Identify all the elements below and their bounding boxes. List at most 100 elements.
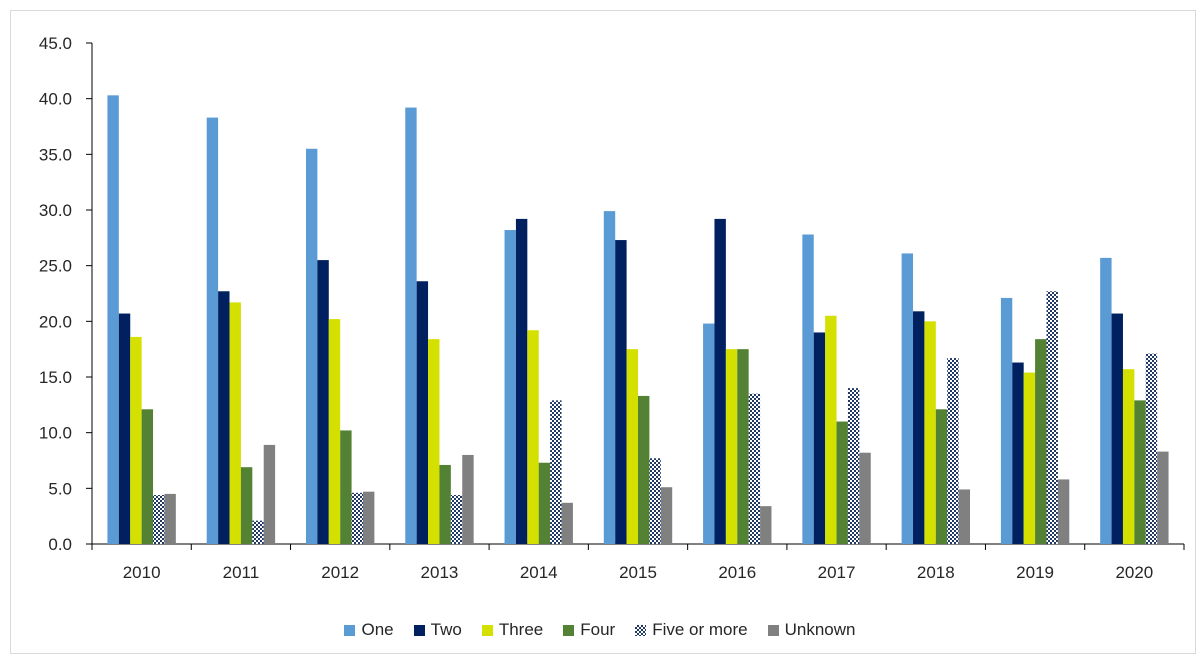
bar-four-2011 [240, 467, 253, 544]
bar-five-or-more-2017 [847, 388, 860, 544]
x-tick-label: 2017 [818, 563, 856, 582]
legend-label-three: Three [498, 620, 544, 639]
legend-swatch-five-or-more [635, 624, 647, 636]
bar-two-2010 [118, 313, 131, 544]
bars [107, 95, 1169, 545]
bar-two-2018 [913, 311, 925, 544]
x-tick-label: 2011 [223, 563, 260, 582]
bar-three-2016 [725, 349, 738, 544]
bar-unknown-2010 [164, 493, 176, 544]
bar-three-2020 [1122, 369, 1135, 544]
legend-label-one: One [361, 620, 394, 639]
x-tick-label: 2013 [421, 563, 459, 582]
x-tick-label: 2014 [520, 563, 558, 582]
legend-swatch-unknown [767, 624, 779, 636]
bar-five-or-more-2016 [748, 393, 761, 544]
bar-four-2014 [538, 462, 551, 544]
bar-three-2012 [328, 319, 341, 544]
bar-four-2018 [935, 409, 948, 544]
bar-one-2020 [1100, 257, 1112, 544]
bar-unknown-2012 [362, 491, 375, 544]
bar-two-2017 [813, 332, 826, 544]
legend-label-five-or-more: Five or more [652, 620, 748, 639]
bar-three-2013 [428, 339, 440, 544]
legend-item-one: One [344, 620, 394, 640]
bar-one-2012 [305, 148, 318, 544]
bar-unknown-2019 [1057, 479, 1070, 544]
bar-two-2015 [615, 240, 627, 544]
x-tick-label: 2010 [123, 563, 161, 582]
y-tick-label: 0.0 [48, 535, 72, 554]
x-tick-label: 2020 [1115, 563, 1153, 582]
bar-five-or-more-2010 [153, 495, 165, 544]
bar-five-or-more-2015 [649, 458, 661, 544]
bar-unknown-2020 [1157, 451, 1169, 544]
bar-two-2020 [1111, 313, 1123, 544]
x-tick-label: 2016 [718, 563, 756, 582]
bar-three-2018 [924, 321, 936, 544]
y-tick-label: 5.0 [48, 479, 72, 498]
legend-label-two: Two [430, 620, 462, 639]
bar-two-2014 [515, 218, 528, 544]
bar-unknown-2016 [760, 506, 772, 544]
bar-five-or-more-2019 [1046, 291, 1058, 544]
legend-item-three: Three [481, 620, 544, 640]
bar-five-or-more-2018 [947, 358, 959, 544]
y-tick-label: 15.0 [39, 368, 72, 387]
x-tick-label: 2012 [321, 563, 359, 582]
bar-one-2015 [603, 211, 616, 544]
bar-three-2010 [130, 336, 142, 544]
legend-swatch-one [344, 624, 356, 636]
legend-label-unknown: Unknown [784, 620, 856, 639]
bar-four-2019 [1035, 339, 1047, 544]
y-axis: 0.0 5.0 10.0 15.0 20.0 25.0 30.0 35.0 40.0 45.0 [39, 34, 93, 554]
y-tick-label: 35.0 [39, 145, 72, 164]
bar-three-2011 [229, 302, 241, 544]
bar-unknown-2014 [561, 502, 573, 544]
bar-two-2011 [218, 291, 230, 544]
bar-five-or-more-2012 [351, 492, 363, 544]
bar-one-2010 [107, 95, 119, 545]
legend-swatch-two [413, 624, 425, 636]
bar-one-2017 [802, 234, 814, 544]
bar-unknown-2018 [958, 489, 971, 544]
bar-three-2019 [1023, 372, 1036, 544]
legend-swatch-four [563, 624, 575, 636]
bar-four-2020 [1134, 400, 1146, 544]
x-tick-label: 2018 [917, 563, 955, 582]
bar-unknown-2011 [263, 444, 276, 544]
bar-one-2016 [703, 323, 715, 544]
bar-three-2017 [825, 315, 837, 544]
x-tick-label: 2015 [619, 563, 657, 582]
bar-two-2016 [714, 218, 726, 544]
bar-two-2019 [1012, 362, 1024, 544]
bar-five-or-more-2011 [252, 520, 264, 544]
y-tick-label: 40.0 [39, 90, 72, 109]
bar-two-2013 [416, 281, 429, 544]
bar-one-2019 [1000, 297, 1013, 544]
y-tick-label: 45.0 [39, 34, 72, 53]
legend-item-unknown: Unknown [767, 620, 856, 640]
bar-one-2014 [504, 230, 516, 545]
x-axis: 2010 2011 2012 2013 2014 2015 2016 2017 2018 2019… [91, 543, 1185, 582]
y-tick-label: 20.0 [39, 312, 72, 331]
bar-four-2017 [836, 421, 848, 544]
legend-item-four: Four [563, 620, 615, 640]
bar-four-2015 [638, 395, 650, 544]
bar-three-2015 [626, 349, 638, 544]
bar-four-2012 [340, 430, 352, 544]
legend: One Two Three Four Five or more Unknown [0, 618, 1200, 642]
bar-unknown-2017 [859, 452, 871, 544]
legend-item-five-or-more: Five or more [635, 620, 748, 640]
bar-three-2014 [527, 330, 539, 544]
bar-one-2013 [405, 107, 417, 544]
y-tick-label: 30.0 [39, 201, 72, 220]
bar-four-2016 [737, 349, 749, 544]
bar-five-or-more-2013 [450, 495, 463, 544]
bar-unknown-2013 [462, 454, 474, 544]
bar-unknown-2015 [660, 487, 673, 544]
y-tick-label: 25.0 [39, 257, 72, 276]
legend-swatch-three [481, 624, 493, 636]
y-tick-label: 10.0 [39, 424, 72, 443]
